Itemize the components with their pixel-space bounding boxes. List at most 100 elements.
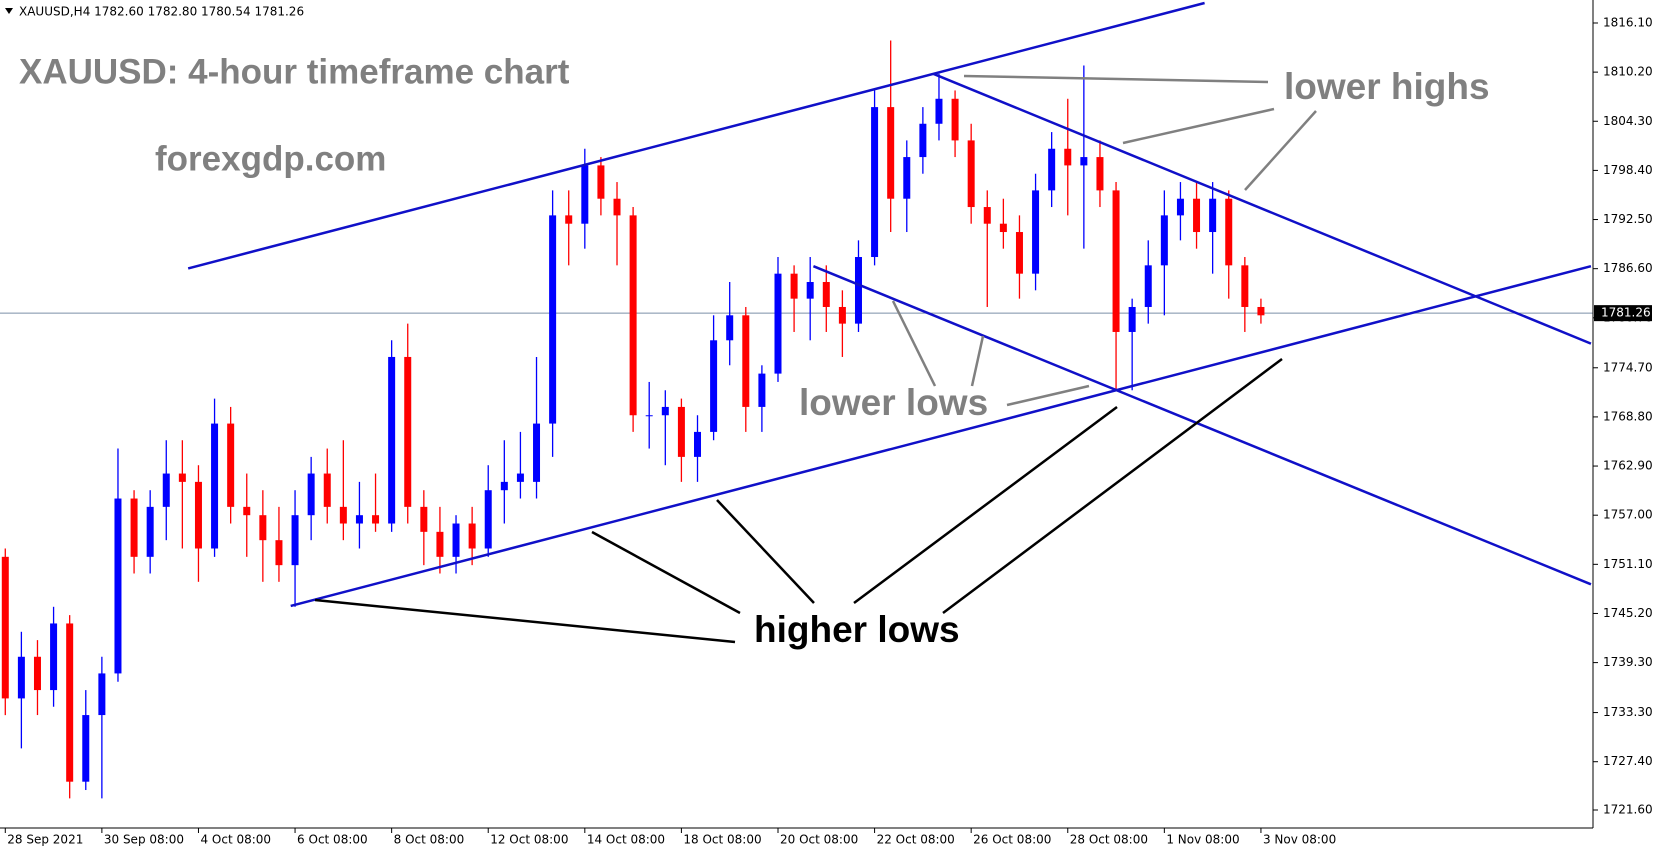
x-tick-label: 14 Oct 08:00	[587, 833, 665, 847]
candle-body	[694, 431, 702, 457]
candle-body	[1241, 265, 1249, 307]
candle-body	[1128, 306, 1136, 332]
candle-body	[726, 315, 734, 341]
candle-body	[50, 623, 58, 691]
candle-body	[1176, 198, 1184, 216]
x-tick-label: 28 Sep 2021	[7, 833, 83, 847]
candle-body	[436, 531, 444, 557]
candle-body	[404, 356, 412, 507]
pointer-line	[314, 598, 736, 644]
y-tick-label: 1757.00	[1603, 508, 1653, 522]
candle-body	[227, 423, 235, 507]
y-tick-label: 1768.80	[1603, 409, 1653, 423]
y-tick-label: 1721.60	[1603, 803, 1653, 817]
pointer-line	[1122, 107, 1275, 145]
candle-body	[919, 123, 927, 158]
candle-body	[1225, 198, 1233, 266]
candle-body	[1209, 198, 1217, 233]
x-tick-label: 30 Sep 08:00	[104, 833, 184, 847]
candle-body	[742, 315, 750, 407]
candle-body	[710, 340, 718, 432]
pointer-line	[716, 499, 815, 604]
candle-body	[33, 656, 41, 691]
trend-line	[187, 1, 1205, 270]
candle-body	[372, 515, 380, 524]
annotation: lower highs	[1284, 66, 1490, 107]
chart-title: XAUUSD: 4-hour timeframe chart	[19, 52, 570, 91]
x-tick-label: 3 Nov 08:00	[1263, 833, 1336, 847]
x-tick-label: 28 Oct 08:00	[1070, 833, 1148, 847]
y-tick-label: 1751.10	[1603, 557, 1653, 571]
candle-body	[983, 207, 991, 224]
candle-body	[1193, 198, 1201, 233]
candle-body	[98, 673, 106, 716]
candle-body	[275, 540, 283, 566]
pointer-line	[591, 530, 741, 615]
y-tick-label: 1786.60	[1603, 261, 1653, 275]
candle-body	[887, 107, 895, 199]
trend-line	[290, 264, 1592, 608]
candle-body	[243, 506, 251, 516]
trend-line	[932, 72, 1592, 345]
candle-body	[1, 556, 9, 699]
candle-body	[854, 257, 862, 324]
x-tick-label: 26 Oct 08:00	[973, 833, 1051, 847]
candle-body	[549, 215, 557, 424]
candle-body	[903, 157, 911, 199]
candle-body	[951, 98, 959, 141]
candle-body	[1160, 215, 1168, 266]
candle-body	[565, 215, 573, 224]
x-tick-label: 12 Oct 08:00	[490, 833, 568, 847]
chart-subtitle: forexgdp.com	[155, 139, 386, 178]
pointer-line	[970, 335, 985, 387]
trend-line	[812, 265, 1592, 586]
candle-body	[484, 490, 492, 549]
x-tick-label: 4 Oct 08:00	[200, 833, 271, 847]
candle-body	[516, 473, 524, 482]
candle-body	[339, 506, 347, 524]
candle-body	[130, 498, 138, 557]
candle-body	[1144, 265, 1152, 307]
pointer-line	[891, 300, 937, 387]
candle-body	[291, 515, 299, 566]
x-tick-label: 8 Oct 08:00	[394, 833, 465, 847]
candle-body	[146, 506, 154, 557]
x-tick-label: 20 Oct 08:00	[780, 833, 858, 847]
candle-body	[758, 373, 766, 407]
x-tick-label: 1 Nov 08:00	[1166, 833, 1239, 847]
pointer-line	[963, 74, 1269, 84]
candle-body	[677, 406, 685, 457]
y-tick-label: 1774.70	[1603, 360, 1653, 374]
candle-body	[323, 473, 331, 507]
annotation: higher lows	[754, 609, 960, 650]
candle-body	[533, 423, 541, 482]
candle-body	[1112, 190, 1120, 332]
candle-body	[17, 656, 25, 699]
pointer-line	[1244, 110, 1317, 191]
y-tick-label: 1733.30	[1603, 705, 1653, 719]
candle-body	[178, 473, 186, 482]
plot-area	[0, 1, 1593, 799]
candle-body	[114, 498, 122, 674]
candle-body	[307, 473, 315, 516]
x-tick-label: 18 Oct 08:00	[683, 833, 761, 847]
candle-body	[838, 306, 846, 324]
candle-body	[500, 481, 508, 491]
annotation: lower lows	[799, 382, 988, 423]
price-label-box	[1594, 305, 1652, 322]
candle-body	[999, 223, 1007, 233]
y-tick-label: 1739.30	[1603, 655, 1653, 669]
candle-body	[613, 198, 621, 216]
candle-body	[1032, 190, 1040, 274]
y-tick-label: 1810.20	[1603, 65, 1653, 79]
candle-body	[468, 523, 476, 549]
x-tick-label: 22 Oct 08:00	[877, 833, 955, 847]
candle-body	[194, 481, 202, 549]
price-label: 1781.26	[1601, 306, 1651, 320]
candle-body	[355, 515, 363, 524]
x-tick-label: 6 Oct 08:00	[297, 833, 368, 847]
y-tick-label: 1798.40	[1603, 163, 1653, 177]
y-tick-label: 1745.20	[1603, 606, 1653, 620]
